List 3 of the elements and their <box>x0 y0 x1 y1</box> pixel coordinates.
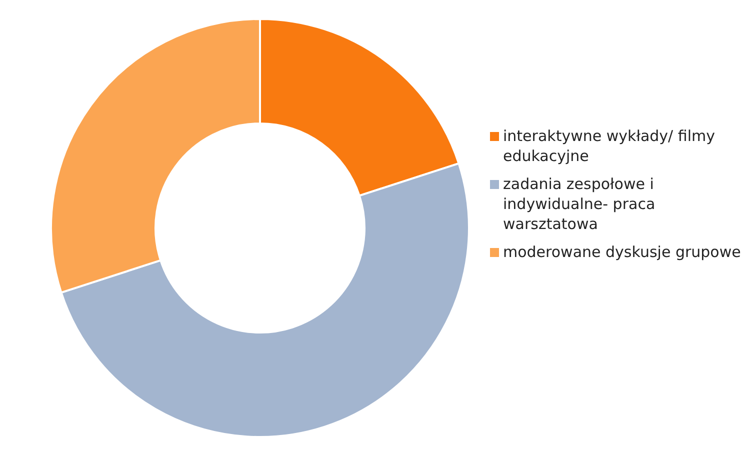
legend-label: interaktywne wykłady/ filmy edukacyjne <box>503 126 716 166</box>
legend-label: zadania zespołowe i indywidualne- praca warsztatowa <box>503 174 656 234</box>
legend-label: moderowane dyskusje grupowe <box>503 242 741 262</box>
